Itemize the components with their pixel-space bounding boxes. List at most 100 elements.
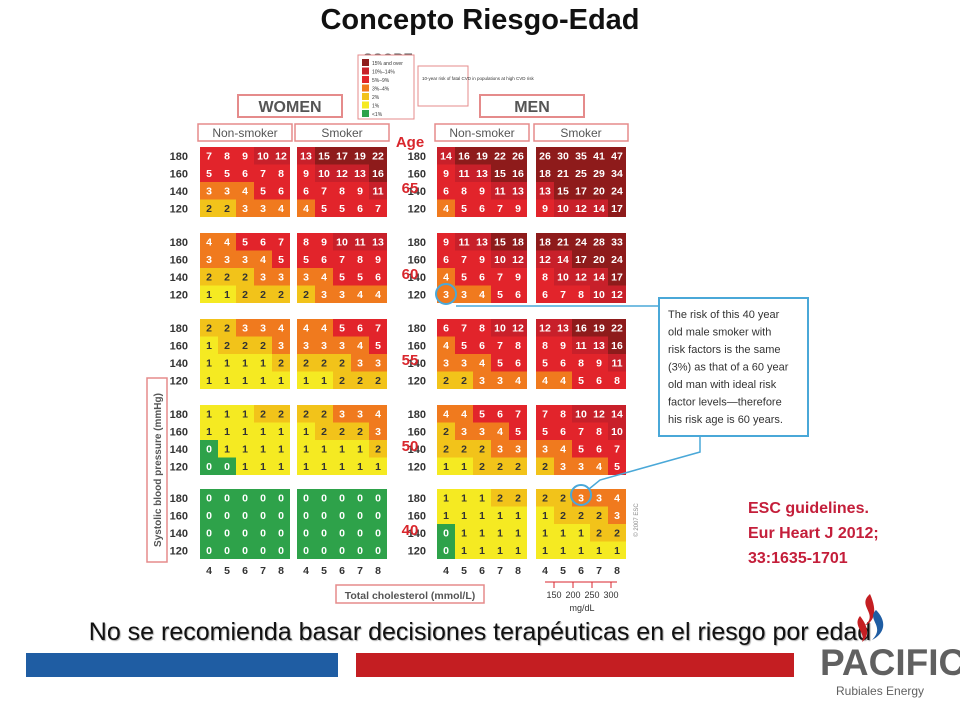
risk-value: 3 (578, 493, 584, 505)
risk-cell (455, 354, 473, 372)
risk-cell (272, 199, 290, 217)
risk-cell (369, 233, 387, 251)
cholesterol-label: 6 (339, 565, 345, 577)
risk-value: 0 (224, 493, 230, 505)
legend-item: 3%–4% (372, 87, 390, 93)
risk-cell (509, 182, 527, 200)
risk-cell (315, 541, 333, 559)
legend-item: 2% (372, 95, 380, 101)
risk-value: 0 (321, 493, 327, 505)
sbp-label: 180 (170, 323, 188, 335)
risk-value: 2 (375, 375, 381, 387)
risk-value: 5 (303, 254, 309, 266)
risk-cell (236, 182, 254, 200)
risk-cell (236, 250, 254, 268)
risk-value: 1 (206, 409, 212, 421)
risk-cell (455, 319, 473, 337)
risk-cell (351, 268, 369, 286)
risk-cell (437, 371, 455, 389)
risk-cell (236, 405, 254, 423)
highlight-circle-60 (435, 283, 457, 305)
risk-cell (473, 336, 491, 354)
risk-value: 0 (375, 545, 381, 557)
risk-value: 8 (578, 358, 584, 370)
risk-value: 1 (578, 528, 584, 540)
risk-cell (315, 199, 333, 217)
risk-cell (608, 199, 626, 217)
group-header: Non-smoker (212, 126, 277, 140)
risk-cell (608, 524, 626, 542)
risk-value: 5 (224, 168, 230, 180)
risk-cell (369, 524, 387, 542)
risk-value: 4 (321, 323, 327, 335)
sbp-label: 140 (170, 358, 188, 370)
risk-value: 24 (611, 254, 623, 266)
sbp-label: 180 (408, 323, 426, 335)
risk-cell (315, 147, 333, 165)
risk-cell (254, 440, 272, 458)
risk-value: 8 (357, 254, 363, 266)
risk-value: 8 (542, 340, 548, 352)
risk-value: 14 (440, 151, 452, 163)
risk-value: 6 (515, 289, 521, 301)
risk-value: 6 (542, 289, 548, 301)
risk-value: 1 (260, 444, 266, 456)
risk-value: 6 (443, 254, 449, 266)
cholesterol-label: 8 (278, 565, 284, 577)
risk-cell (536, 268, 554, 286)
cholesterol-label: 7 (357, 565, 363, 577)
legend-swatch (362, 76, 369, 83)
risk-cell (554, 268, 572, 286)
risk-value: 1 (260, 426, 266, 438)
risk-value: 2 (260, 289, 266, 301)
risk-cell (554, 319, 572, 337)
risk-value: 1 (479, 510, 485, 522)
risk-cell (455, 233, 473, 251)
risk-value: 16 (372, 168, 384, 180)
risk-value: 3 (224, 186, 230, 198)
risk-cell (200, 524, 218, 542)
risk-value: 1 (479, 493, 485, 505)
risk-value: 3 (278, 340, 284, 352)
risk-cell (315, 524, 333, 542)
legend-swatch (362, 101, 369, 109)
risk-value: 3 (560, 461, 566, 473)
risk-value: 3 (578, 461, 584, 473)
age-label: 60 (402, 266, 419, 283)
risk-value: 5 (260, 186, 266, 198)
risk-value: 0 (224, 510, 230, 522)
slide-title: Concepto Riesgo-Edad (320, 4, 640, 36)
risk-cell (218, 147, 236, 165)
cholesterol-label: 4 (443, 565, 449, 577)
sbp-label: 120 (170, 204, 188, 216)
risk-cell (572, 541, 590, 559)
risk-cell (297, 524, 315, 542)
risk-cell (590, 506, 608, 524)
risk-value: 6 (596, 375, 602, 387)
risk-cell (455, 182, 473, 200)
risk-cell (536, 489, 554, 507)
risk-cell (572, 319, 590, 337)
risk-cell (491, 371, 509, 389)
risk-cell (590, 422, 608, 440)
callout-connector-bottom (588, 436, 701, 490)
risk-cell (608, 354, 626, 372)
sbp-label: 140 (408, 528, 426, 540)
risk-value: 13 (557, 323, 569, 335)
risk-value: 1 (206, 375, 212, 387)
risk-cell (590, 371, 608, 389)
risk-value: 2 (321, 409, 327, 421)
risk-cell (218, 354, 236, 372)
risk-value: 2 (242, 340, 248, 352)
risk-value: 0 (278, 528, 284, 540)
risk-cell (590, 336, 608, 354)
risk-cell (437, 182, 455, 200)
risk-value: 6 (375, 272, 381, 284)
risk-value: 10 (318, 168, 330, 180)
risk-value: 9 (515, 272, 521, 284)
risk-cell (536, 199, 554, 217)
risk-value: 2 (321, 358, 327, 370)
pacific-logo-subtitle: Rubiales Energy (836, 684, 925, 698)
risk-value: 1 (242, 444, 248, 456)
highlight-circle-40 (570, 484, 592, 506)
